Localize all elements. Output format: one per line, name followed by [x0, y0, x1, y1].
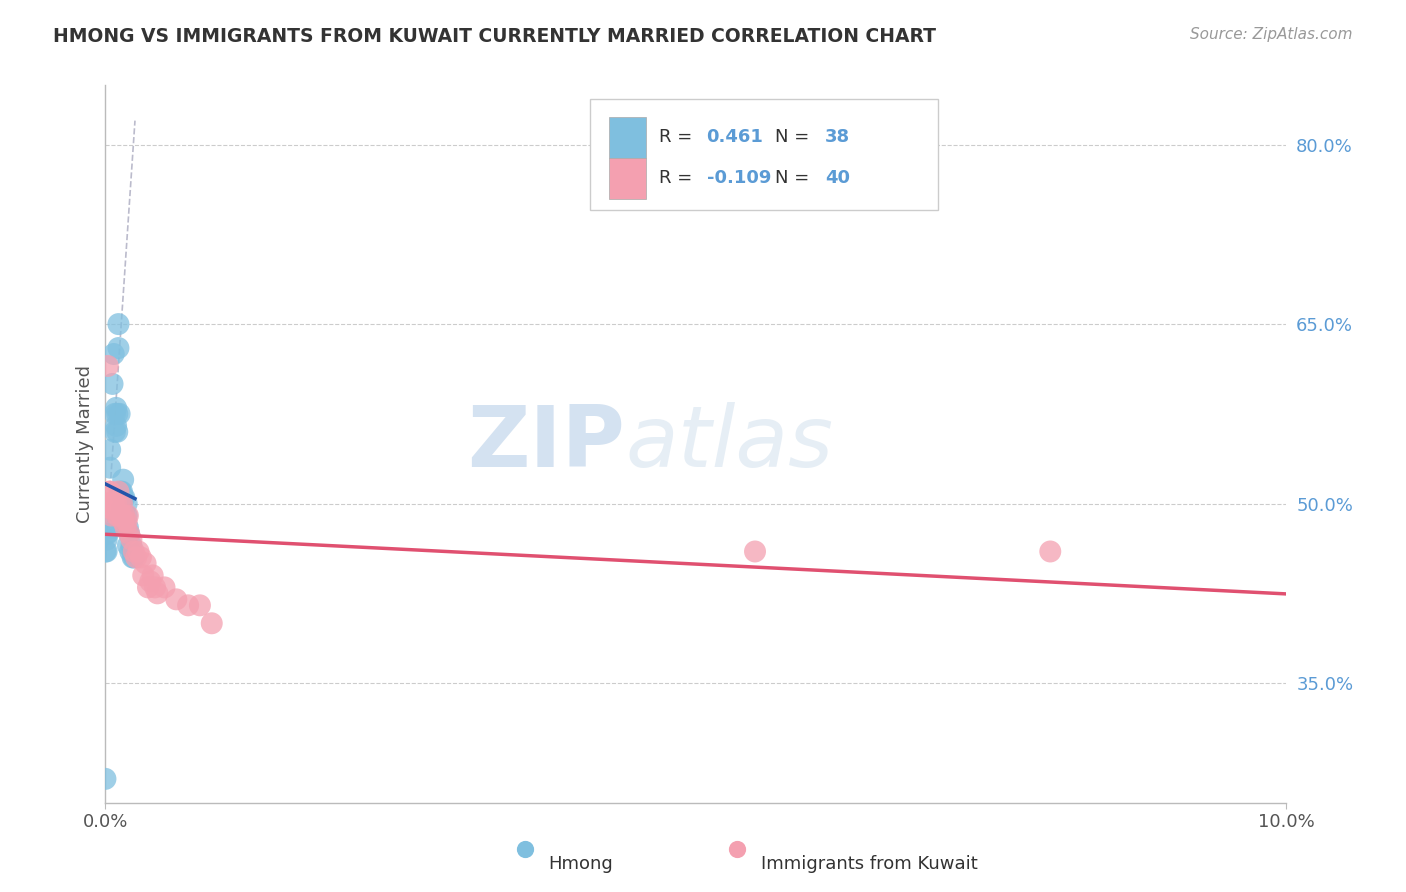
Point	[103, 347, 125, 361]
Point	[165, 592, 187, 607]
Point	[94, 772, 117, 786]
Text: Immigrants from Kuwait: Immigrants from Kuwait	[761, 855, 977, 872]
Point	[110, 508, 132, 523]
Text: N =: N =	[775, 128, 815, 146]
Point	[107, 484, 129, 499]
Point	[96, 533, 118, 547]
Point	[188, 599, 211, 613]
Point	[1039, 544, 1062, 558]
Text: Source: ZipAtlas.com: Source: ZipAtlas.com	[1189, 27, 1353, 42]
FancyBboxPatch shape	[589, 99, 938, 211]
Point	[118, 526, 141, 541]
Text: 40: 40	[825, 169, 849, 187]
Point	[143, 581, 166, 595]
Point	[100, 520, 122, 534]
Point	[96, 544, 118, 558]
Point	[111, 484, 134, 499]
Point	[110, 508, 132, 523]
Point	[94, 544, 117, 558]
Point	[128, 544, 150, 558]
Point	[98, 460, 121, 475]
Point	[135, 557, 157, 571]
Point	[125, 550, 148, 565]
Point	[201, 616, 224, 631]
Point	[96, 497, 118, 511]
Point	[112, 491, 135, 505]
Text: R =: R =	[659, 169, 699, 187]
Point	[101, 502, 124, 516]
Point	[111, 497, 134, 511]
Point	[108, 407, 131, 421]
Point	[136, 581, 159, 595]
Point	[129, 550, 152, 565]
Point	[112, 491, 135, 505]
Point	[105, 508, 128, 523]
Point	[105, 497, 128, 511]
Point	[177, 599, 200, 613]
Point	[115, 497, 138, 511]
Point	[146, 586, 169, 600]
Point	[120, 533, 142, 547]
Point	[105, 425, 128, 439]
Point	[107, 317, 129, 331]
Point	[103, 497, 125, 511]
Point	[118, 526, 141, 541]
Point	[117, 520, 139, 534]
Point	[117, 508, 139, 523]
FancyBboxPatch shape	[609, 117, 647, 158]
Point	[115, 515, 138, 529]
Point	[105, 407, 128, 421]
Point	[97, 526, 120, 541]
Point	[97, 359, 120, 373]
Point	[112, 473, 135, 487]
Text: 38: 38	[825, 128, 849, 146]
FancyBboxPatch shape	[609, 158, 647, 199]
Point	[153, 581, 176, 595]
Text: HMONG VS IMMIGRANTS FROM KUWAIT CURRENTLY MARRIED CORRELATION CHART: HMONG VS IMMIGRANTS FROM KUWAIT CURRENTL…	[53, 27, 936, 45]
Point	[117, 539, 139, 553]
Point	[104, 502, 127, 516]
Y-axis label: Currently Married: Currently Married	[76, 365, 94, 523]
Point	[100, 508, 122, 523]
Point	[98, 442, 121, 457]
Point	[115, 508, 138, 523]
Text: 0.461: 0.461	[707, 128, 763, 146]
Point	[96, 497, 118, 511]
Point	[104, 425, 127, 439]
Point	[139, 574, 162, 589]
Text: ZIP: ZIP	[467, 402, 626, 485]
Point	[122, 550, 145, 565]
Point	[108, 497, 131, 511]
Text: N =: N =	[775, 169, 815, 187]
Point	[121, 550, 143, 565]
Point	[98, 484, 121, 499]
Point	[112, 515, 135, 529]
Point	[112, 508, 135, 523]
Point	[105, 418, 128, 433]
Point	[114, 520, 136, 534]
Point	[104, 407, 127, 421]
Point	[105, 401, 128, 415]
Point	[120, 544, 142, 558]
Text: atlas: atlas	[626, 402, 834, 485]
Text: Hmong: Hmong	[548, 855, 613, 872]
Point	[132, 568, 155, 582]
Point	[110, 484, 132, 499]
Point	[111, 502, 134, 516]
Point	[120, 539, 142, 553]
Point	[114, 520, 136, 534]
Text: -0.109: -0.109	[707, 169, 770, 187]
Point	[112, 508, 135, 523]
Point	[142, 568, 165, 582]
Point	[107, 341, 129, 355]
Point	[122, 544, 145, 558]
Point	[96, 526, 118, 541]
Point	[101, 376, 124, 391]
Text: R =: R =	[659, 128, 699, 146]
Point	[98, 484, 121, 499]
Point	[744, 544, 766, 558]
